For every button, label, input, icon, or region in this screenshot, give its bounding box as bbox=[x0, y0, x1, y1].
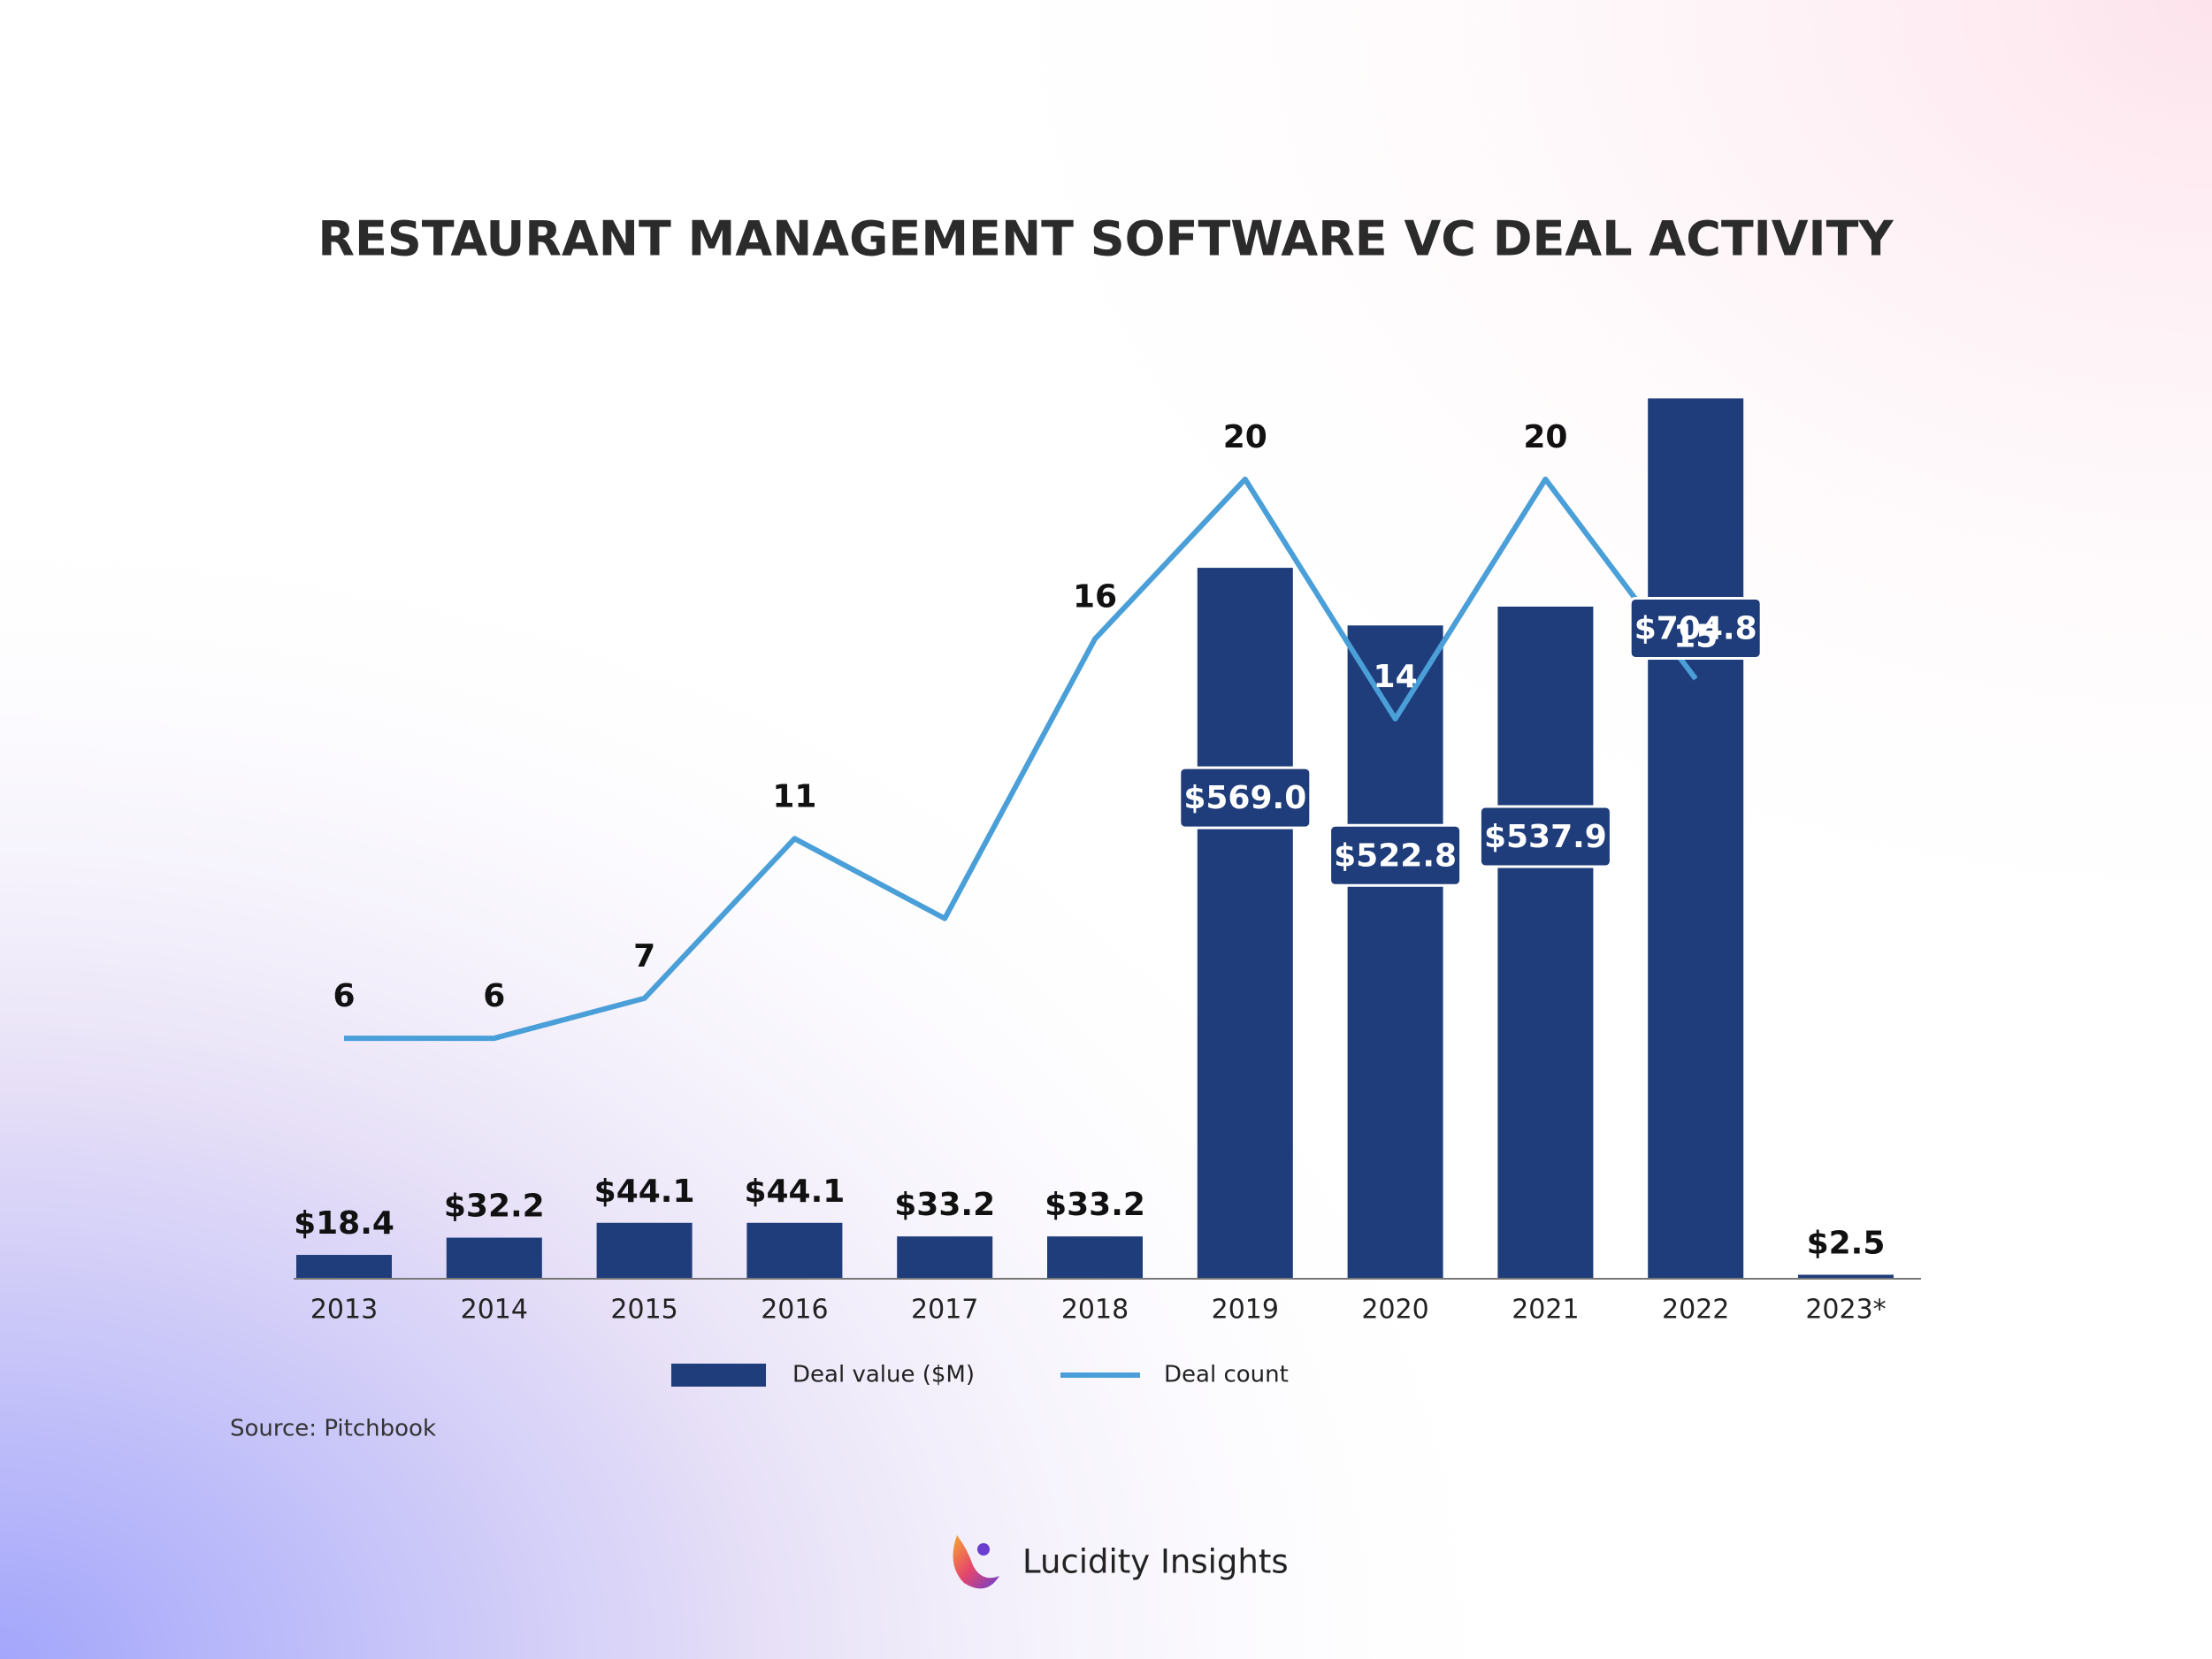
x-tick-label: 2021 bbox=[1512, 1295, 1579, 1326]
line bbox=[344, 476, 1698, 1042]
value-label-box bbox=[1628, 596, 1763, 660]
x-tick-label: 2013 bbox=[310, 1295, 378, 1326]
value-label: $569.0 bbox=[1183, 780, 1306, 816]
x-tick-label: 2020 bbox=[1361, 1295, 1428, 1326]
source: Source: Pitchbook bbox=[230, 1416, 436, 1442]
bar bbox=[746, 1222, 843, 1278]
legend-label: Deal count bbox=[1164, 1362, 1289, 1388]
value-label: $2.5 bbox=[1807, 1225, 1886, 1261]
bar bbox=[446, 1237, 542, 1278]
value-label-box bbox=[1478, 805, 1612, 868]
bar bbox=[1197, 568, 1293, 1278]
legend-label: Deal value ($M) bbox=[792, 1362, 975, 1388]
value-label: $18.4 bbox=[294, 1205, 394, 1242]
value-label: 6 bbox=[483, 978, 505, 1014]
bar bbox=[1047, 1236, 1143, 1278]
bar bbox=[1648, 398, 1744, 1279]
x-tick-label: 2019 bbox=[1212, 1295, 1279, 1326]
x-tick-label: 2022 bbox=[1662, 1295, 1729, 1326]
value-label-box bbox=[1178, 766, 1313, 830]
value-label: $522.8 bbox=[1334, 837, 1457, 874]
value-label: $537.9 bbox=[1484, 819, 1607, 855]
chart-title: RESTAURANT MANAGEMENT SOFTWARE VC DEAL A… bbox=[318, 211, 1894, 267]
x-tick-label: 2023* bbox=[1805, 1295, 1886, 1326]
x-tick-label: 2017 bbox=[911, 1295, 978, 1326]
value-label: 16 bbox=[1073, 579, 1117, 615]
bar bbox=[296, 1255, 392, 1278]
value-label: $32.2 bbox=[444, 1189, 545, 1225]
bar bbox=[1497, 606, 1594, 1278]
x-tick-label: 2014 bbox=[461, 1295, 528, 1326]
value-label: $44.1 bbox=[594, 1174, 695, 1210]
value-label: 20 bbox=[1523, 419, 1567, 455]
logo-icon bbox=[953, 1535, 999, 1589]
value-label: 7 bbox=[633, 938, 655, 975]
bar bbox=[596, 1222, 693, 1278]
value-label: $33.2 bbox=[894, 1187, 995, 1223]
x-tick-label: 2015 bbox=[610, 1295, 677, 1326]
brand: Lucidity Insights bbox=[1022, 1543, 1289, 1581]
value-label: $33.2 bbox=[1045, 1187, 1145, 1223]
value-label: 14 bbox=[1374, 659, 1418, 695]
value-label: 6 bbox=[333, 978, 355, 1014]
value-label: $44.1 bbox=[744, 1174, 845, 1210]
value-label: 20 bbox=[1223, 419, 1267, 455]
value-label: 15 bbox=[1673, 619, 1718, 655]
bar bbox=[1798, 1274, 1894, 1278]
bar bbox=[897, 1236, 993, 1278]
x-tick-label: 2018 bbox=[1061, 1295, 1129, 1326]
legend-swatch bbox=[671, 1364, 766, 1387]
x-tick-label: 2016 bbox=[761, 1295, 828, 1326]
value-label: 11 bbox=[772, 778, 816, 814]
bar bbox=[1347, 625, 1443, 1278]
value-label: $704.8 bbox=[1634, 610, 1757, 646]
value-label-box bbox=[1328, 823, 1463, 887]
